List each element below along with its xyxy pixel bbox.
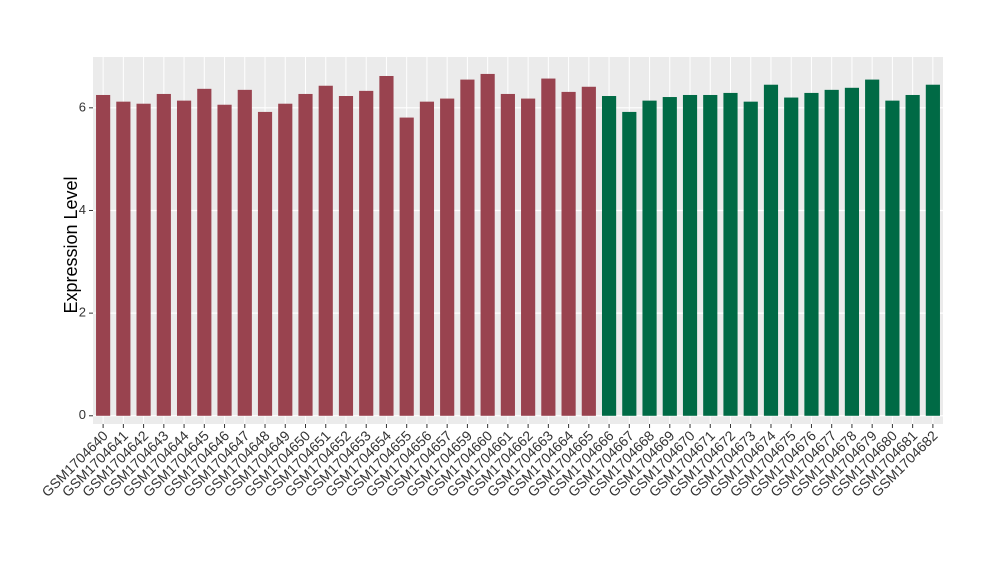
bar — [237, 89, 252, 416]
bar — [96, 94, 111, 416]
bar — [379, 75, 394, 416]
bar — [500, 93, 515, 416]
bar — [480, 73, 495, 416]
bar — [763, 84, 779, 416]
bar — [399, 117, 414, 416]
bar — [642, 100, 657, 416]
bar — [298, 93, 313, 416]
y-tick-label: 6 — [79, 99, 86, 114]
y-tick-label: 0 — [79, 407, 86, 422]
bar — [561, 91, 576, 416]
bar — [136, 103, 151, 416]
bar — [885, 100, 900, 416]
bar — [844, 87, 860, 416]
bar — [156, 93, 171, 416]
bar — [338, 96, 354, 416]
plot-panel — [93, 57, 943, 424]
bar — [419, 101, 435, 416]
bar — [905, 94, 920, 416]
bar — [257, 111, 273, 416]
bar — [682, 94, 698, 416]
bar — [318, 85, 333, 416]
bar — [359, 90, 374, 416]
y-axis-title: Expression Level — [61, 176, 81, 313]
bar — [865, 79, 880, 416]
bar — [601, 96, 617, 416]
bar — [824, 89, 839, 416]
bar — [784, 97, 799, 416]
bar — [521, 98, 536, 416]
bar — [743, 101, 758, 416]
bar — [197, 88, 212, 416]
bar — [581, 86, 596, 416]
bar — [440, 98, 455, 416]
bar — [723, 92, 738, 416]
bar — [703, 94, 718, 416]
bar — [116, 101, 131, 416]
bar — [662, 97, 677, 416]
y-tick-label: 4 — [79, 202, 86, 217]
bar — [176, 100, 192, 416]
bar — [804, 92, 819, 416]
bar — [541, 78, 556, 416]
bar — [217, 104, 232, 416]
bar — [460, 79, 475, 416]
y-tick-label: 2 — [79, 305, 86, 320]
bar — [622, 111, 637, 416]
bar — [925, 84, 940, 416]
bar — [278, 103, 293, 416]
